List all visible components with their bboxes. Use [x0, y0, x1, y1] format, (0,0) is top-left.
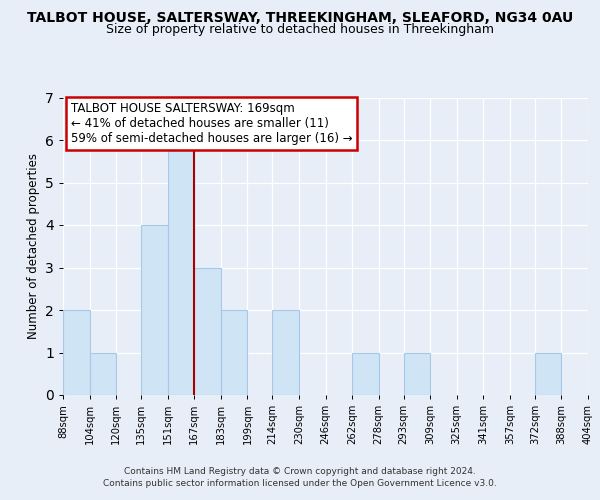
Bar: [141, 225, 167, 395]
Bar: [89, 352, 116, 395]
Bar: [221, 310, 247, 395]
Y-axis label: Number of detached properties: Number of detached properties: [26, 153, 40, 340]
Bar: [63, 310, 89, 395]
Text: Contains public sector information licensed under the Open Government Licence v3: Contains public sector information licen…: [103, 478, 497, 488]
Text: Size of property relative to detached houses in Threekingham: Size of property relative to detached ho…: [106, 22, 494, 36]
Text: TALBOT HOUSE, SALTERSWAY, THREEKINGHAM, SLEAFORD, NG34 0AU: TALBOT HOUSE, SALTERSWAY, THREEKINGHAM, …: [27, 11, 573, 25]
Bar: [352, 352, 379, 395]
Bar: [194, 268, 221, 395]
Bar: [404, 352, 430, 395]
Text: TALBOT HOUSE SALTERSWAY: 169sqm
← 41% of detached houses are smaller (11)
59% of: TALBOT HOUSE SALTERSWAY: 169sqm ← 41% of…: [71, 102, 353, 145]
Bar: [535, 352, 562, 395]
Bar: [272, 310, 299, 395]
Text: Contains HM Land Registry data © Crown copyright and database right 2024.: Contains HM Land Registry data © Crown c…: [124, 467, 476, 476]
Bar: [167, 140, 194, 395]
